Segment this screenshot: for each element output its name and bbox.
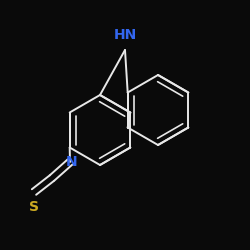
Text: N: N — [66, 155, 78, 169]
Text: S: S — [29, 200, 39, 214]
Text: HN: HN — [114, 28, 136, 42]
